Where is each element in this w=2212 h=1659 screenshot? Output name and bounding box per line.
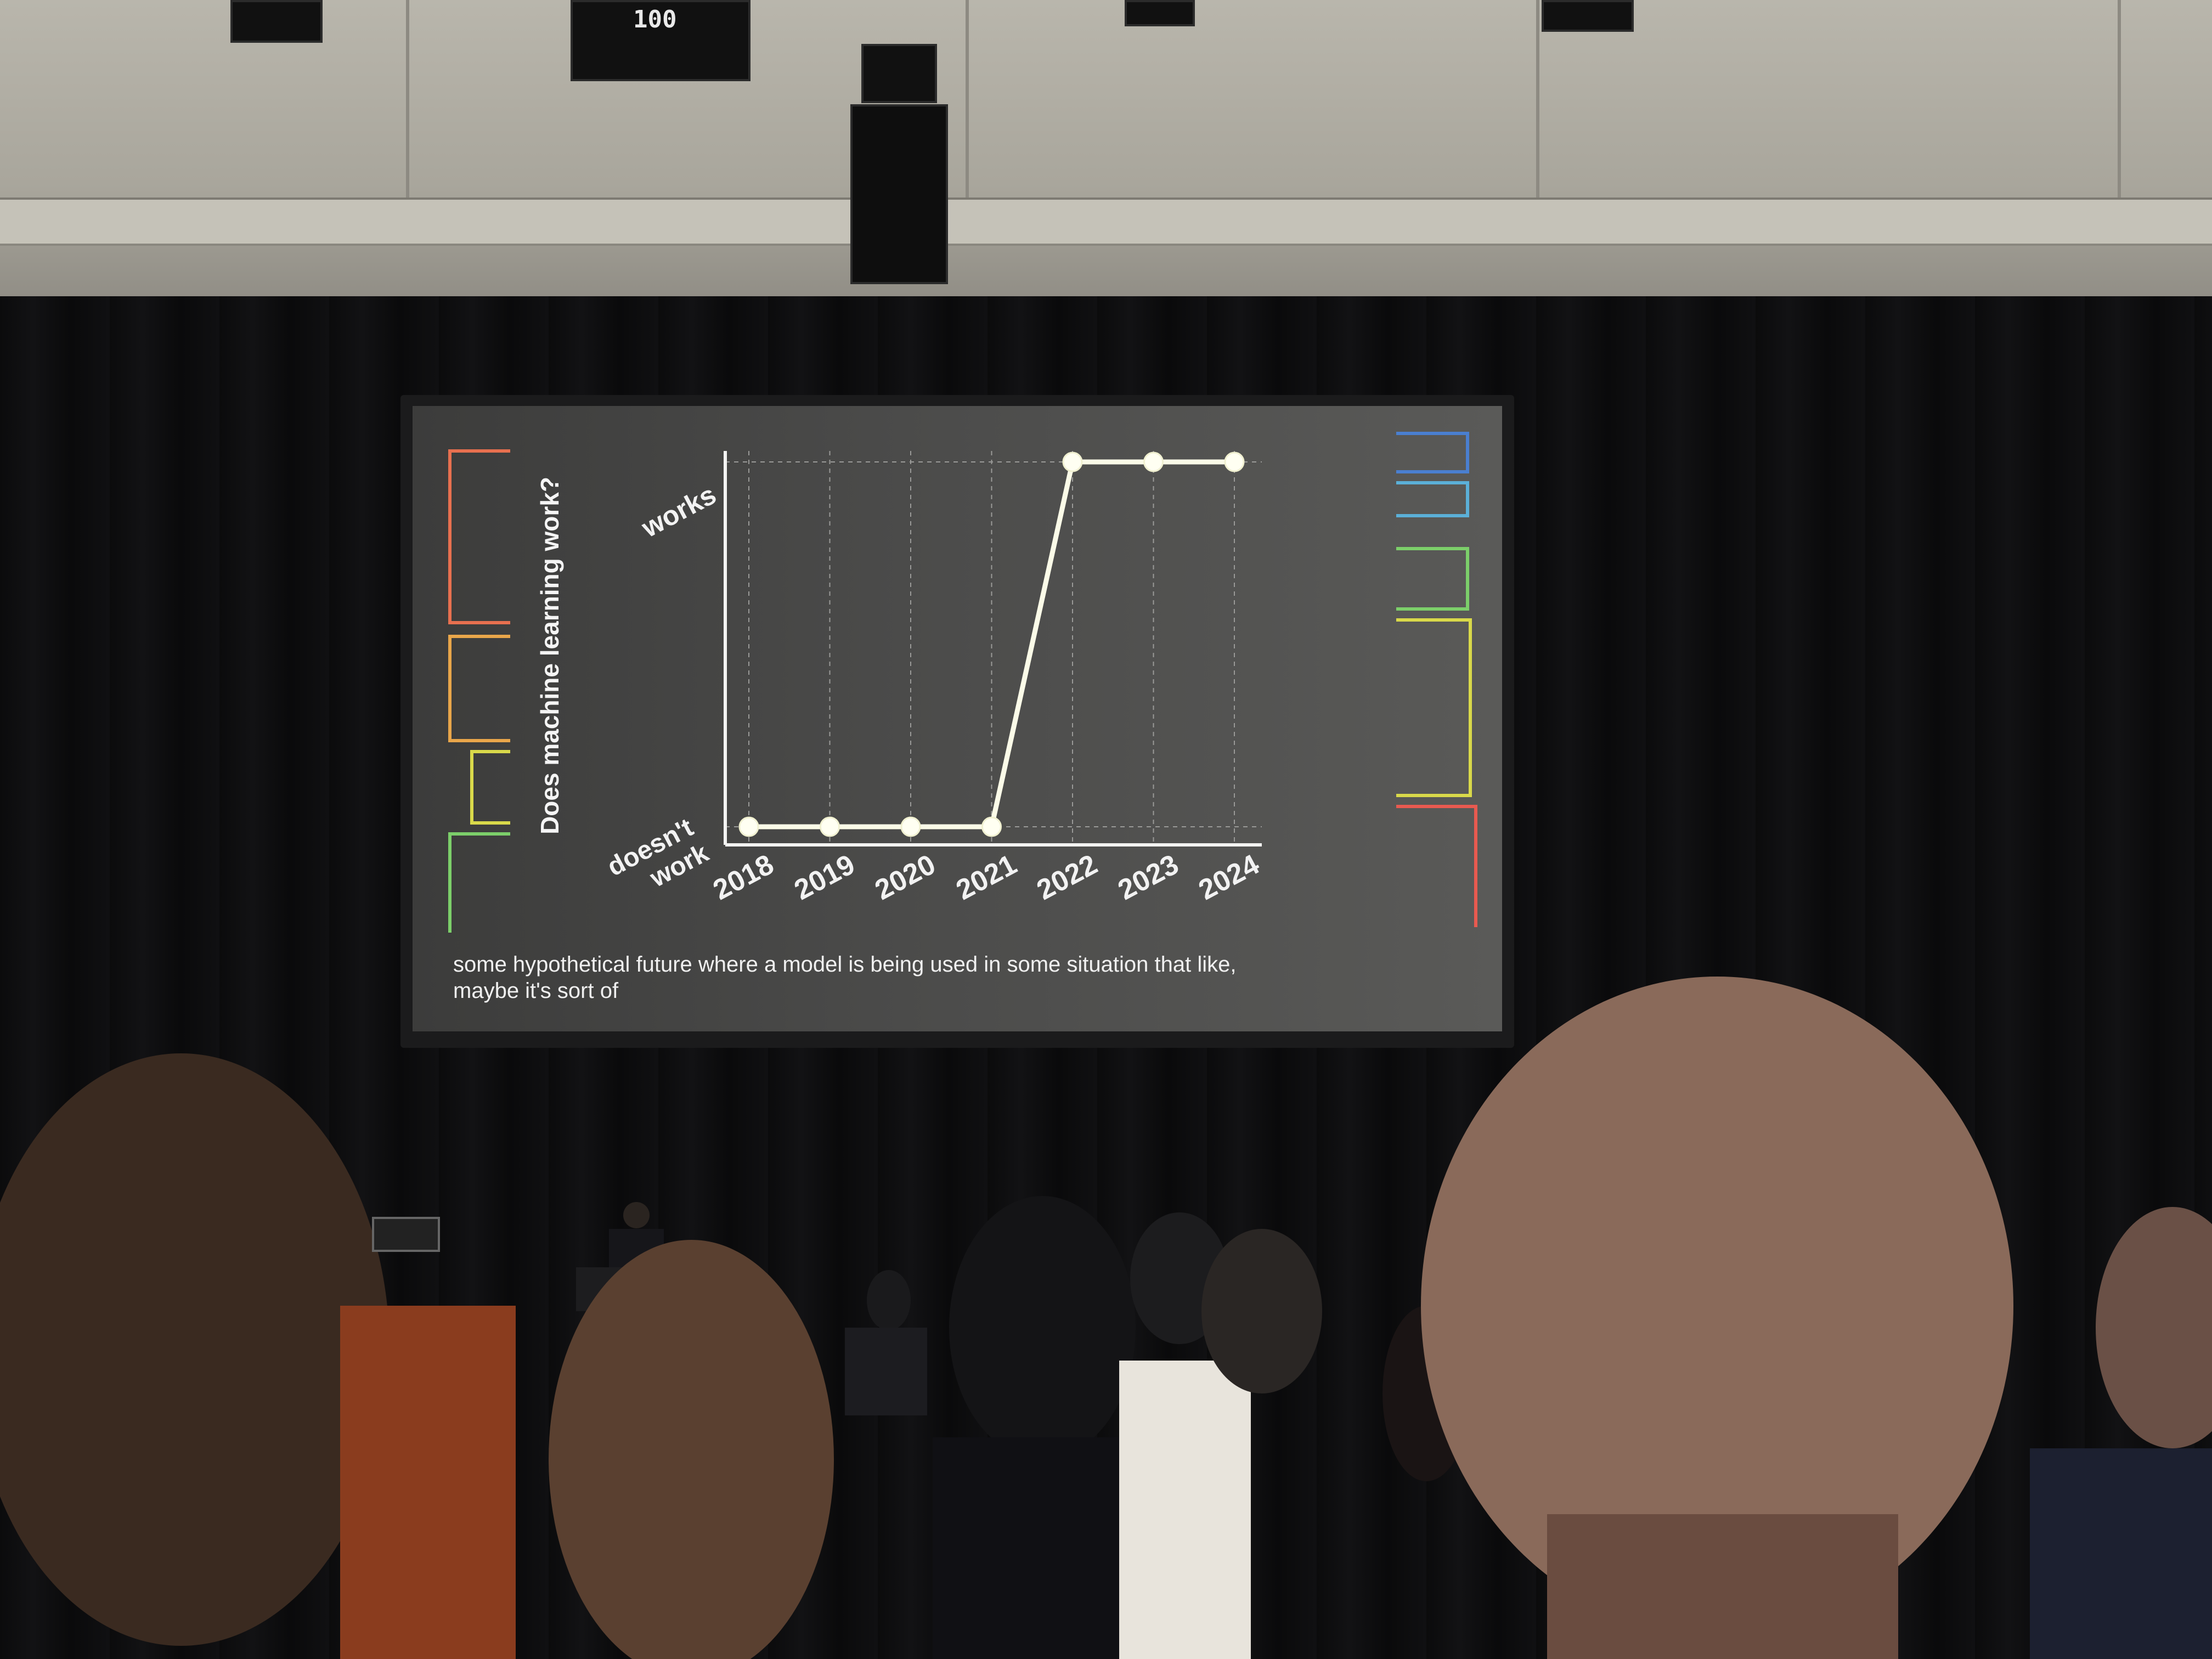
phone [372, 1217, 440, 1252]
data-point [1224, 452, 1245, 472]
chart-axes [724, 451, 1262, 847]
audience-body [845, 1328, 927, 1415]
slide-decoration-left [448, 449, 510, 624]
data-point [1143, 452, 1164, 472]
slide-decoration-right [1396, 547, 1469, 611]
slide-decoration-right [1396, 618, 1472, 797]
audience-body [340, 1306, 516, 1659]
data-point [820, 816, 840, 837]
data-point [981, 816, 1002, 837]
slide-decoration-right [1396, 432, 1469, 473]
data-point [900, 816, 921, 837]
audience-body [2030, 1448, 2212, 1659]
ceiling-seam [406, 0, 409, 198]
projection-screen [413, 406, 1502, 1031]
ceiling-seam [2118, 0, 2121, 198]
data-point [738, 816, 759, 837]
speaker-array [850, 104, 948, 284]
audience-head [867, 1270, 911, 1330]
audience-head [1421, 977, 2013, 1635]
stage-light [1125, 0, 1195, 26]
slide-decoration [448, 432, 1477, 933]
ceiling-beam [0, 198, 2212, 246]
slide-decoration-right [1396, 805, 1477, 927]
speaker-mount [861, 44, 937, 103]
projector-readout: 100 [633, 5, 677, 33]
caption-line-2: maybe it's sort of [453, 979, 619, 1003]
caption-line-1: some hypothetical future where a model i… [453, 952, 1237, 977]
audience-body [1119, 1361, 1251, 1659]
speaker-head [623, 1202, 650, 1228]
audience-neck [1547, 1514, 1898, 1659]
data-point [1062, 452, 1083, 472]
stage-light [230, 0, 323, 43]
ceiling-seam [1536, 0, 1539, 198]
stage-light [1542, 0, 1634, 32]
audience-head [1201, 1229, 1322, 1393]
chart-series [738, 452, 1245, 837]
slide-decoration-left [470, 750, 510, 825]
slide-decoration-left [448, 635, 510, 742]
slide-decoration-right [1396, 481, 1469, 517]
slide-decoration-left [448, 832, 510, 933]
ceiling [0, 0, 2212, 307]
audience-head [549, 1240, 834, 1659]
projector-unit: 100 [571, 0, 751, 81]
slide-caption: some hypothetical future where a model i… [453, 951, 1386, 1004]
audience-head [0, 1053, 390, 1646]
chart-grid [725, 451, 1262, 845]
audience-head [949, 1196, 1136, 1459]
ceiling-seam [966, 0, 969, 198]
audience-head [2096, 1207, 2212, 1448]
